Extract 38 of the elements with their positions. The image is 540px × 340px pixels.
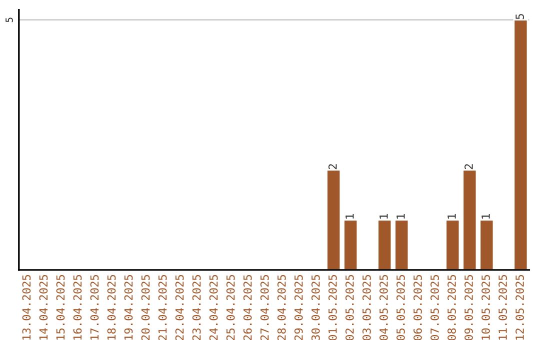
x-tick-label: 19.04.2025 <box>124 275 133 340</box>
x-tick-label: 16.04.2025 <box>73 275 82 340</box>
data-label: 2 <box>464 164 473 170</box>
x-tick-label: 11.05.2025 <box>498 275 507 340</box>
x-tick-label: 03.05.2025 <box>362 275 371 340</box>
data-label: 1 <box>396 214 405 219</box>
x-tick-label: 21.04.2025 <box>158 275 167 340</box>
data-label: 1 <box>482 214 490 219</box>
data-label: 1 <box>448 214 456 219</box>
x-tick-label: 06.05.2025 <box>413 275 422 340</box>
x-tick-label: 25.04.2025 <box>226 275 235 340</box>
x-tick-label: 10.05.2025 <box>482 275 490 340</box>
x-tick-label: 08.05.2025 <box>448 275 456 340</box>
x-tick-label: 30.04.2025 <box>311 275 320 340</box>
data-label: 5 <box>516 14 524 20</box>
x-tick-label: 20.04.2025 <box>141 275 150 340</box>
x-tick-label: 04.05.2025 <box>379 275 388 340</box>
x-tick-label: 09.05.2025 <box>464 275 473 340</box>
x-tick-label: 14.04.2025 <box>39 275 48 340</box>
x-tick-label: 02.05.2025 <box>345 275 354 340</box>
x-tick-label: 28.04.2025 <box>277 275 286 340</box>
x-tick-label: 05.05.2025 <box>396 275 405 340</box>
x-tick-label: 15.04.2025 <box>56 275 65 340</box>
x-tick-label: 17.04.2025 <box>90 275 99 340</box>
x-tick-label: 26.04.2025 <box>243 275 252 340</box>
x-tick-label: 29.04.2025 <box>294 275 303 340</box>
x-tick-label: 18.04.2025 <box>107 275 116 340</box>
x-tick-label: 01.05.2025 <box>328 275 337 340</box>
x-tick-label: 12.05.2025 <box>516 275 524 340</box>
x-tick-label: 24.04.2025 <box>209 275 218 340</box>
data-label: 1 <box>346 214 354 219</box>
x-tick-label: 07.05.2025 <box>430 275 439 340</box>
data-label: 1 <box>380 214 388 219</box>
x-tick-label: 23.04.2025 <box>192 275 201 340</box>
x-tick-label: 27.04.2025 <box>260 275 269 340</box>
x-tick-label: 13.04.2025 <box>22 275 31 340</box>
x-tick-label: 22.04.2025 <box>175 275 184 340</box>
data-label: 2 <box>328 164 337 170</box>
